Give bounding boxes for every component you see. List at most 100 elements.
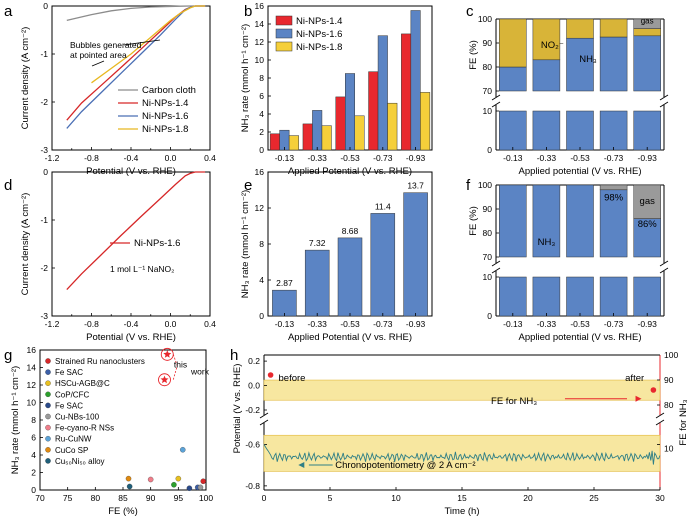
y-axis-label-a: Current density (A cm⁻²) bbox=[20, 27, 31, 130]
series-line-d-0 bbox=[66, 171, 206, 291]
series-line-a-3 bbox=[91, 5, 206, 84]
y-tick-label-b: 16 bbox=[255, 1, 265, 11]
y-axis-label-e: NH₃ rate (mmol h⁻¹ cm⁻²) bbox=[240, 190, 251, 298]
legend-label-d-0: Ni-NPs-1.6 bbox=[134, 238, 180, 249]
y-tick-label-b: 8 bbox=[259, 73, 264, 83]
bar-lower-f-0 bbox=[499, 276, 527, 317]
bar-e-1 bbox=[304, 249, 330, 317]
bar-e-2 bbox=[337, 237, 363, 317]
y-tick-label-g: 12 bbox=[27, 380, 37, 390]
bar-seg-c-0-0 bbox=[499, 66, 527, 92]
x-axis-label-d: Potential (V vs. RHE) bbox=[86, 332, 176, 343]
segment-label-f-gas: gas bbox=[640, 196, 656, 207]
y-tick-label-f: 70 bbox=[483, 252, 493, 262]
x-tick-label-d: -0.8 bbox=[84, 319, 99, 329]
y-tick-label-b: 12 bbox=[255, 37, 265, 47]
x-tick-label-h: 0 bbox=[262, 493, 267, 503]
y-tick-label-d: -2 bbox=[40, 263, 48, 273]
bar-b-2-4 bbox=[420, 92, 431, 151]
panel-letter-d: d bbox=[4, 177, 12, 194]
y-tick-label-d: -1 bbox=[40, 215, 48, 225]
legend-label-g-1: Fe SAC bbox=[55, 368, 83, 377]
x-tick-label-e: -0.13 bbox=[275, 319, 295, 329]
data-label-e-2: 8.68 bbox=[342, 226, 359, 236]
bar-b-0-2 bbox=[335, 96, 346, 151]
bar-seg-f-1-4 bbox=[633, 184, 661, 219]
bar-seg-c-0-4 bbox=[633, 35, 661, 92]
x-axis-label-f: Applied potential (V vs. RHE) bbox=[518, 332, 641, 343]
legend-label-g-9: Cu₅₀Ni₅₀ alloy bbox=[55, 457, 105, 466]
x-tick-label-c: -0.13 bbox=[503, 153, 523, 163]
x-tick-label-e: -0.53 bbox=[340, 319, 360, 329]
series-line-a-0 bbox=[66, 5, 206, 22]
x-axis-label-c: Applied potential (V vs. RHE) bbox=[518, 166, 641, 177]
bar-lower-c-0 bbox=[499, 110, 527, 151]
y-right-axis-label-h: FE for NH₃ bbox=[678, 399, 689, 445]
y-tick-label-h: 0.0 bbox=[248, 381, 260, 391]
legend-label-g-8: CuCo SP bbox=[55, 446, 88, 455]
break-mark-c bbox=[659, 101, 669, 108]
legend-marker-g-4 bbox=[45, 402, 51, 409]
legend-swatch-b-1 bbox=[275, 28, 293, 39]
legend-marker-g-9 bbox=[45, 458, 51, 464]
panel-letter-e: e bbox=[244, 177, 252, 194]
y-tick-label-f: 10 bbox=[483, 272, 493, 282]
bar-seg-f-0-1 bbox=[532, 184, 561, 258]
break-mark-f bbox=[491, 267, 501, 274]
y-tick-label-b: 6 bbox=[259, 91, 264, 101]
x-tick-label-a: -0.4 bbox=[124, 153, 139, 163]
x-tick-label-a: -1.2 bbox=[45, 153, 60, 163]
bar-b-2-2 bbox=[354, 115, 365, 151]
y-tick-label-g: 6 bbox=[31, 433, 36, 443]
bar-lower-c-1 bbox=[532, 110, 561, 151]
y-tick-label-a: 0 bbox=[43, 1, 48, 11]
fe-arrow-head bbox=[635, 395, 642, 402]
y-tick-label-f: 100 bbox=[478, 180, 492, 190]
legend-label-a-2: Ni-NPs-1.6 bbox=[142, 111, 188, 122]
bar-b-2-0 bbox=[288, 135, 299, 151]
y-tick-label-b: 0 bbox=[259, 145, 264, 155]
x-tick-label-b: -0.53 bbox=[340, 153, 360, 163]
y-tick-label-b: 4 bbox=[259, 109, 264, 119]
legend-label-g-3: CoP/CFC bbox=[55, 390, 89, 399]
legend-label-b-2: Ni-NPs-1.8 bbox=[296, 42, 342, 53]
bar-b-0-0 bbox=[269, 133, 280, 151]
legend-marker-g-1 bbox=[45, 369, 51, 375]
this-work-star-1 bbox=[160, 375, 169, 384]
panel-letter-g: g bbox=[4, 347, 12, 364]
y-tick-label-f: 0 bbox=[487, 311, 492, 321]
y-tick-label-h: 0.2 bbox=[248, 356, 260, 366]
x-tick-label-g: 75 bbox=[63, 493, 73, 503]
y-tick-label-d: -3 bbox=[40, 311, 48, 321]
y-tick-label-h: -0.6 bbox=[245, 440, 260, 450]
x-tick-label-h: 15 bbox=[457, 493, 467, 503]
x-tick-label-g: 95 bbox=[174, 493, 184, 503]
y-axis-label-h: Potential (V vs. RHE) bbox=[232, 364, 243, 454]
label-after: after bbox=[625, 373, 644, 384]
bar-seg-c-0-1 bbox=[532, 59, 561, 92]
segment-label-c-nh3: NH₃ bbox=[579, 54, 597, 65]
legend-label-g-2: HSCu-AGB@C bbox=[55, 379, 110, 388]
bar-e-3 bbox=[370, 213, 396, 317]
legend-marker-g-0 bbox=[45, 358, 51, 364]
y-right-tick-label-h: 100 bbox=[664, 350, 678, 360]
scatter-point-g-3 bbox=[171, 481, 177, 488]
y-tick-label-f: 90 bbox=[483, 204, 493, 214]
scatter-point-g-6 bbox=[147, 476, 154, 483]
x-tick-label-e: -0.33 bbox=[308, 319, 328, 329]
break-mark-f bbox=[491, 260, 501, 267]
legend-label-g-6: Fe-cyano-R NSs bbox=[55, 424, 114, 433]
y-tick-label-g: 0 bbox=[31, 485, 36, 495]
data-label-e-3: 11.4 bbox=[375, 201, 391, 211]
chronopotentiometry-trace bbox=[263, 444, 661, 465]
fe-point-h-0 bbox=[267, 372, 274, 378]
panel-letter-h: h bbox=[230, 347, 238, 364]
annotation-text-a-2: at pointed area bbox=[70, 50, 127, 60]
y-axis-label-c: FE (%) bbox=[468, 40, 479, 70]
x-tick-label-a: 0.0 bbox=[165, 153, 177, 163]
y-tick-label-g: 8 bbox=[31, 415, 36, 425]
break-mark-h bbox=[655, 419, 665, 426]
y-tick-label-e: 8 bbox=[259, 239, 264, 249]
x-tick-label-a: -0.8 bbox=[84, 153, 99, 163]
y-tick-label-c: 100 bbox=[478, 14, 492, 24]
